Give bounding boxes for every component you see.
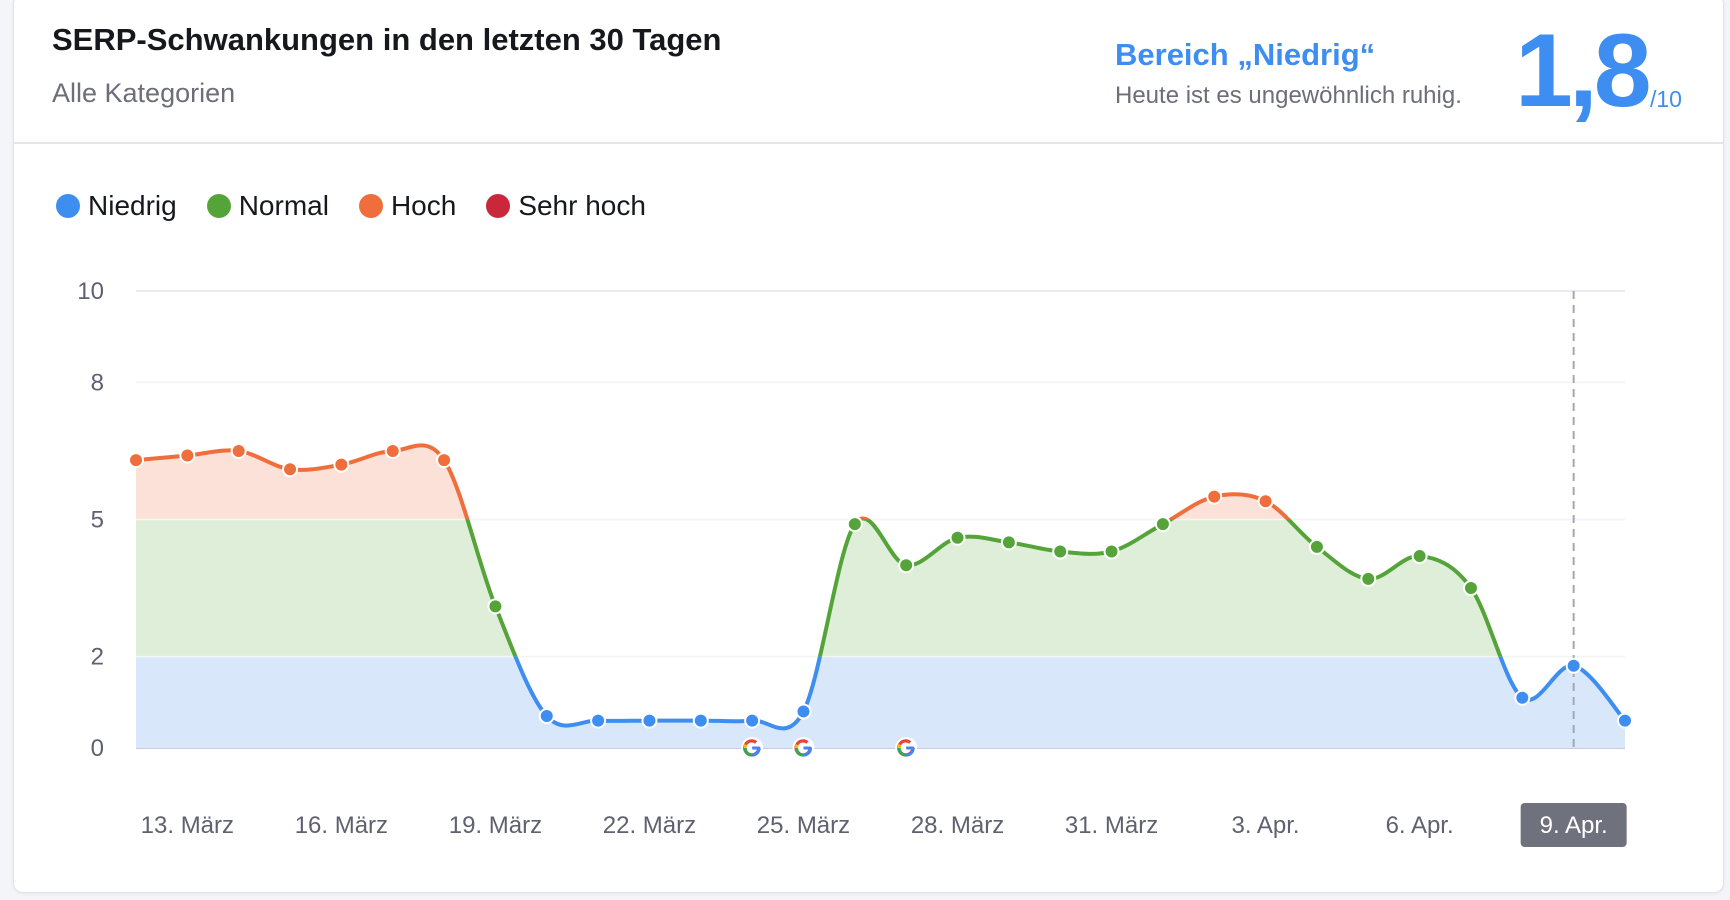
google-update-icon[interactable] bbox=[741, 737, 764, 759]
highlighted-date-badge bbox=[1520, 803, 1627, 847]
data-point[interactable]: 25. März: 0.8 bbox=[795, 703, 812, 720]
data-point[interactable]: 10. Apr.: 0.6 bbox=[1617, 712, 1633, 729]
x-tick-label: 9. Apr. bbox=[1540, 812, 1608, 839]
x-tick-label: 19. März bbox=[449, 812, 542, 839]
data-point[interactable]: 1. Apr.: 4.9 bbox=[1154, 516, 1171, 533]
data-point[interactable]: 29. März: 4.5 bbox=[1000, 534, 1017, 551]
data-point[interactable]: 31. März: 4.3 bbox=[1103, 543, 1120, 560]
data-point[interactable]: 6. Apr.: 4.2 bbox=[1411, 548, 1428, 565]
data-point[interactable]: 23. März: 0.6 bbox=[692, 712, 709, 729]
legend-item-normal[interactable]: Normal bbox=[206, 190, 329, 222]
x-tick-label: 6. Apr. bbox=[1386, 812, 1454, 839]
data-point[interactable]: 18. März: 6.3 bbox=[436, 452, 453, 469]
x-tick-label: 3. Apr. bbox=[1232, 812, 1300, 839]
data-point[interactable]: 13. März: 6.4 bbox=[179, 447, 196, 464]
data-point[interactable]: 16. März: 6.2 bbox=[333, 456, 350, 473]
google-update-icon[interactable] bbox=[895, 737, 918, 759]
y-tick-label: 2 bbox=[91, 644, 104, 671]
data-point[interactable]: 26. März: 4.9 bbox=[846, 516, 863, 533]
range-label: Bereich „Niedrig“ bbox=[1115, 37, 1376, 72]
legend-item-low[interactable]: Niedrig bbox=[56, 190, 177, 222]
data-point[interactable]: 22. März: 0.6 bbox=[641, 712, 658, 729]
category-subtitle: Alle Kategorien bbox=[52, 78, 236, 108]
data-point[interactable]: 14. März: 6.5 bbox=[230, 442, 247, 459]
legend-item-very-high[interactable]: Sehr hoch bbox=[486, 190, 646, 222]
data-point[interactable]: 28. März: 4.6 bbox=[949, 529, 966, 546]
data-point[interactable]: 8. Apr.: 1.1 bbox=[1514, 689, 1531, 706]
data-point[interactable]: 20. März: 0.7 bbox=[538, 708, 555, 725]
score-max: /10 bbox=[1650, 86, 1682, 112]
data-point[interactable]: 7. Apr.: 3.5 bbox=[1462, 580, 1479, 597]
card-title: SERP-Schwankungen in den letzten 30 Tage… bbox=[52, 22, 722, 57]
data-point[interactable]: 27. März: 4 bbox=[898, 557, 915, 574]
data-point[interactable]: 21. März: 0.6 bbox=[590, 712, 607, 729]
data-point[interactable]: 15. März: 6.1 bbox=[282, 461, 299, 478]
chart-legend: Niedrig Normal Hoch Sehr hoch bbox=[56, 190, 646, 222]
data-point[interactable]: 24. März: 0.6 bbox=[744, 712, 761, 729]
range-description: Heute ist es ungewöhnlich ruhig. bbox=[1115, 82, 1462, 109]
data-point[interactable]: 17. März: 6.5 bbox=[384, 442, 401, 459]
data-point[interactable]: 2. Apr.: 5.5 bbox=[1206, 488, 1223, 505]
series-line-normal bbox=[465, 519, 1503, 657]
x-tick-label: 25. März bbox=[757, 812, 850, 839]
x-tick-label: 28. März bbox=[911, 812, 1004, 839]
y-tick-label: 5 bbox=[91, 507, 104, 534]
data-point[interactable]: 4. Apr.: 4.4 bbox=[1308, 538, 1325, 555]
x-tick-label: 16. März bbox=[295, 812, 388, 839]
google-update-icon[interactable] bbox=[792, 737, 815, 759]
y-tick-label: 0 bbox=[91, 735, 104, 762]
data-point[interactable]: 19. März: 3.1 bbox=[487, 598, 504, 615]
data-point[interactable]: 12. März: 6.3 bbox=[128, 452, 144, 469]
y-tick-label: 8 bbox=[91, 369, 104, 396]
legend-dot bbox=[56, 194, 80, 218]
area-fill-high bbox=[136, 445, 1289, 520]
legend-dot bbox=[206, 194, 231, 218]
legend-dot bbox=[358, 194, 383, 218]
data-point[interactable]: 3. Apr.: 5.4 bbox=[1257, 493, 1274, 510]
data-point[interactable]: 5. Apr.: 3.7 bbox=[1360, 570, 1377, 587]
data-point[interactable]: 9. Apr.: 1.8 bbox=[1565, 657, 1582, 674]
data-point[interactable]: 30. März: 4.3 bbox=[1052, 543, 1069, 560]
legend-dot bbox=[486, 194, 511, 218]
area-fill-low bbox=[136, 656, 1625, 748]
x-tick-label: 13. März bbox=[141, 812, 234, 839]
y-tick-label: 10 bbox=[77, 278, 104, 305]
score-value: 1,8 bbox=[1515, 13, 1652, 129]
x-tick-label: 22. März bbox=[603, 812, 696, 839]
x-tick-label: 31. März bbox=[1065, 812, 1158, 839]
legend-item-high[interactable]: Hoch bbox=[358, 190, 456, 222]
header-divider bbox=[13, 142, 1723, 144]
